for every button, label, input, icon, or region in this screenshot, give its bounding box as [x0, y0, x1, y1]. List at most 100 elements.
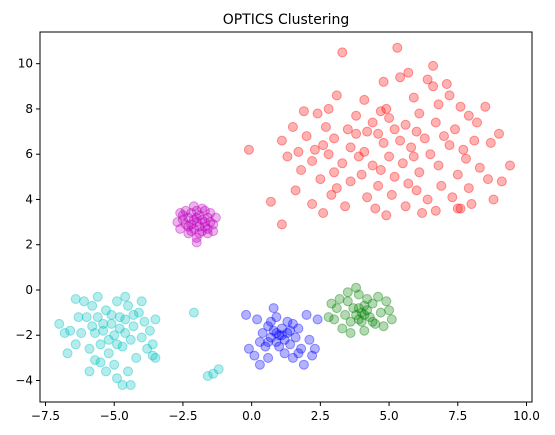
scatter-point — [202, 223, 213, 234]
scatter-point — [345, 316, 356, 327]
scatter-point — [133, 307, 144, 318]
scatter-point — [241, 309, 252, 320]
scatter-point — [345, 142, 356, 153]
scatter-point — [417, 208, 428, 218]
scatter-point — [318, 140, 329, 151]
scatter-point — [353, 303, 364, 314]
scatter-point — [483, 174, 493, 185]
scatter-point — [79, 296, 89, 307]
scatter-point — [433, 99, 444, 110]
x-tick-label: 0.0 — [242, 409, 261, 423]
scatter-point — [197, 203, 208, 214]
scatter-point — [406, 142, 417, 153]
scatter-point — [147, 350, 158, 361]
scatter-point — [450, 124, 460, 135]
scatter-point — [307, 199, 318, 209]
scatter-point — [414, 108, 425, 119]
x-tick-label: 10.0 — [513, 409, 540, 423]
scatter-point — [290, 332, 301, 343]
scatter-point — [205, 208, 216, 218]
y-tick-label: 6 — [25, 147, 33, 161]
scatter-point — [395, 72, 406, 83]
y-tick-label: 0 — [25, 283, 33, 297]
scatter-point — [359, 300, 370, 311]
scatter-point — [213, 364, 224, 375]
scatter-point — [455, 101, 466, 112]
scatter-point — [276, 330, 287, 341]
scatter-point — [112, 373, 122, 384]
scatter-point — [362, 305, 373, 316]
x-axis: −7.5 −5.0 −2.5 0.0 2.5 5.0 7.5 10.0 — [31, 402, 540, 423]
scatter-point — [348, 303, 359, 314]
scatter-point — [386, 314, 397, 325]
scatter-point — [87, 321, 98, 332]
scatter-point — [381, 210, 392, 221]
scatter-point — [353, 289, 364, 300]
scatter-point — [367, 117, 378, 128]
scatter-point — [340, 309, 351, 320]
scatter-point — [323, 103, 334, 114]
x-tick-label: −7.5 — [31, 409, 60, 423]
scatter-point — [252, 314, 263, 325]
scatter-point — [430, 205, 441, 216]
scatter-point — [312, 108, 323, 119]
scatter-point — [90, 355, 100, 366]
scatter-point — [494, 128, 504, 139]
scatter-point — [362, 126, 373, 137]
scatter-point — [271, 328, 282, 338]
y-tick-label: 8 — [25, 102, 33, 116]
scatter-point — [293, 146, 304, 157]
scatter-point — [84, 366, 95, 377]
scatter-point — [208, 226, 219, 237]
scatter-point — [461, 153, 471, 164]
scatter-point — [131, 352, 142, 363]
scatter-point — [123, 366, 133, 377]
scatter-point — [422, 194, 433, 205]
scatter-point — [320, 122, 331, 132]
scatter-point — [276, 219, 287, 230]
scatter-point — [136, 332, 147, 343]
scatter-point — [279, 334, 290, 345]
scatter-point — [367, 316, 378, 327]
scatter-point — [243, 343, 254, 354]
y-axis: −4 −2 0 2 4 6 8 10 — [15, 57, 40, 388]
scatter-point — [114, 323, 125, 334]
scatter-point — [150, 314, 161, 325]
x-tick-label: −2.5 — [168, 409, 197, 423]
scatter-point — [463, 183, 474, 194]
scatter-point — [329, 133, 340, 144]
scatter-point — [485, 137, 496, 148]
scatter-point — [351, 309, 362, 320]
scatter-point — [326, 298, 337, 309]
scatter-point — [210, 212, 221, 223]
scatter-point — [139, 316, 150, 327]
scatter-point — [362, 294, 373, 304]
scatter-point — [188, 214, 199, 225]
scatter-point — [315, 174, 326, 185]
scatter-point — [373, 180, 384, 191]
scatter-point — [175, 208, 186, 218]
scatter-point — [318, 208, 329, 218]
scatter-point — [101, 305, 111, 316]
scatter-point — [263, 321, 274, 332]
scatter-point — [59, 328, 70, 338]
scatter-point — [180, 205, 191, 216]
scatter-point — [436, 180, 447, 191]
scatter-point — [180, 219, 191, 230]
scatter-point — [397, 158, 408, 169]
scatter-point — [411, 185, 422, 196]
scatter-point — [186, 226, 197, 237]
scatter-point — [243, 144, 254, 155]
scatter-point — [208, 219, 219, 230]
y-tick-label: −4 — [15, 374, 33, 388]
x-tick-label: 7.5 — [448, 409, 467, 423]
scatter-point — [428, 81, 439, 92]
scatter-point — [268, 303, 279, 314]
scatter-point — [351, 128, 362, 139]
scatter-point — [356, 316, 367, 327]
scatter-point — [342, 296, 353, 307]
scatter-point — [359, 309, 370, 320]
scatter-point — [186, 208, 197, 218]
scatter-point — [128, 321, 139, 332]
